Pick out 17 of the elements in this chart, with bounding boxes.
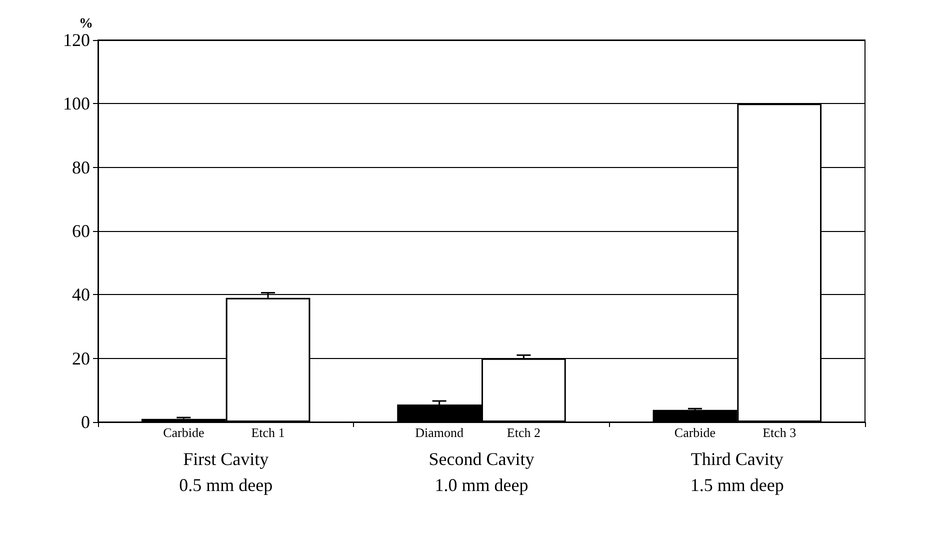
x-tick-label: Second Cavity 1.0 mm deep xyxy=(428,449,534,495)
y-tick-label: 20 xyxy=(72,348,90,368)
text: Carbide xyxy=(674,425,716,440)
y-tick-label: 60 xyxy=(72,221,90,241)
x-tick-label: Third Cavity 1.5 mm deep xyxy=(690,449,784,495)
y-tick-label: 100 xyxy=(63,94,90,114)
y-tick-label: 40 xyxy=(72,284,90,305)
text: Carbide xyxy=(163,425,204,440)
text: Etch 2 xyxy=(506,425,540,440)
x-tick-label: First Cavity 0.5 mm deep xyxy=(179,449,273,495)
y-tick-label: 80 xyxy=(72,157,90,178)
text: Etch 1 xyxy=(251,425,285,440)
y-tick-label: 0 xyxy=(81,412,90,432)
y-axis-title: % xyxy=(79,16,93,32)
text: Etch 3 xyxy=(762,425,796,440)
text: Diamond xyxy=(415,425,464,440)
y-tick-label: 120 xyxy=(63,30,90,50)
